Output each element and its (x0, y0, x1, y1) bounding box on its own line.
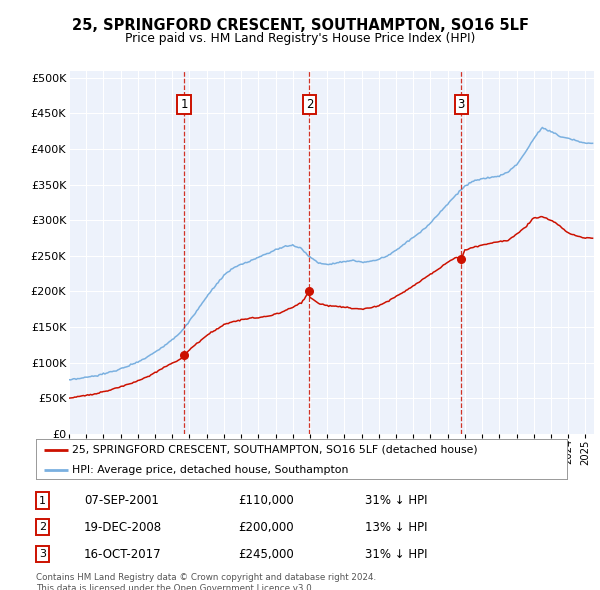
Text: 3: 3 (458, 98, 465, 111)
Text: 31% ↓ HPI: 31% ↓ HPI (365, 548, 428, 560)
Text: £200,000: £200,000 (238, 521, 293, 534)
Text: 31% ↓ HPI: 31% ↓ HPI (365, 494, 428, 507)
Text: 2: 2 (306, 98, 313, 111)
Text: 19-DEC-2008: 19-DEC-2008 (84, 521, 162, 534)
Text: 1: 1 (39, 496, 46, 506)
Text: 13% ↓ HPI: 13% ↓ HPI (365, 521, 428, 534)
Text: 25, SPRINGFORD CRESCENT, SOUTHAMPTON, SO16 5LF (detached house): 25, SPRINGFORD CRESCENT, SOUTHAMPTON, SO… (72, 445, 478, 455)
Text: £110,000: £110,000 (238, 494, 293, 507)
Text: 2: 2 (39, 522, 46, 532)
Text: HPI: Average price, detached house, Southampton: HPI: Average price, detached house, Sout… (72, 466, 349, 476)
Text: 16-OCT-2017: 16-OCT-2017 (84, 548, 161, 560)
Text: 1: 1 (181, 98, 188, 111)
Text: 25, SPRINGFORD CRESCENT, SOUTHAMPTON, SO16 5LF: 25, SPRINGFORD CRESCENT, SOUTHAMPTON, SO… (71, 18, 529, 34)
Text: 07-SEP-2001: 07-SEP-2001 (84, 494, 158, 507)
Text: 3: 3 (39, 549, 46, 559)
Text: Price paid vs. HM Land Registry's House Price Index (HPI): Price paid vs. HM Land Registry's House … (125, 32, 475, 45)
Text: Contains HM Land Registry data © Crown copyright and database right 2024.
This d: Contains HM Land Registry data © Crown c… (36, 573, 376, 590)
Text: £245,000: £245,000 (238, 548, 293, 560)
